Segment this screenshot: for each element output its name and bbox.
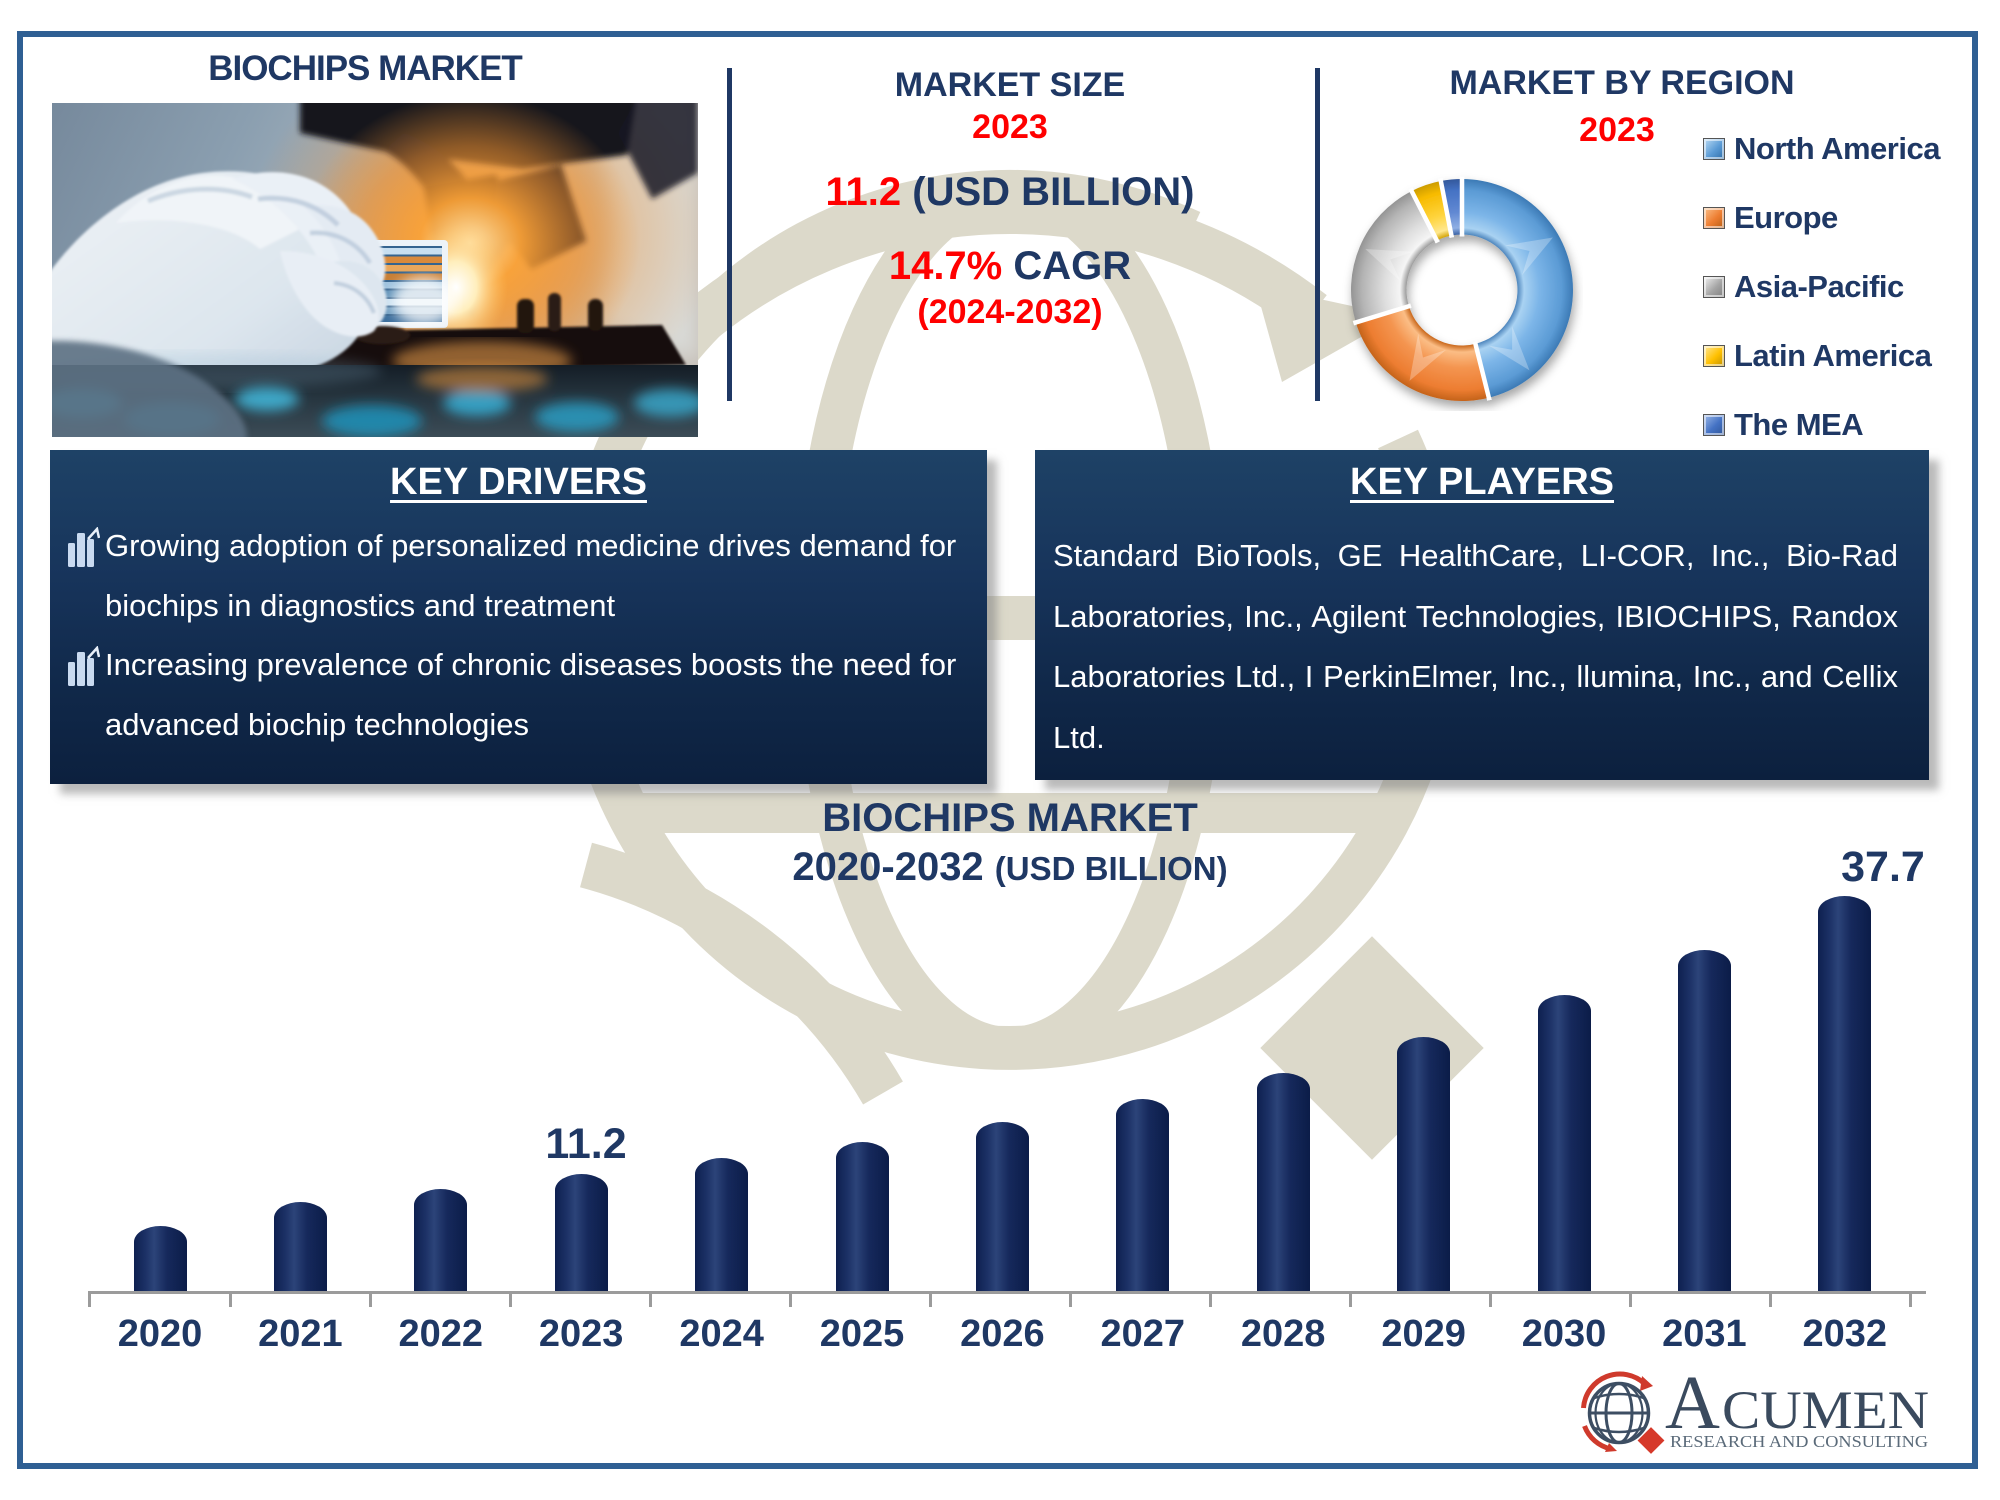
- svg-text:A: A: [1665, 1365, 1720, 1445]
- svg-text:CUMEN: CUMEN: [1722, 1380, 1929, 1440]
- svg-text:RESEARCH AND CONSULTING: RESEARCH AND CONSULTING: [1670, 1432, 1928, 1451]
